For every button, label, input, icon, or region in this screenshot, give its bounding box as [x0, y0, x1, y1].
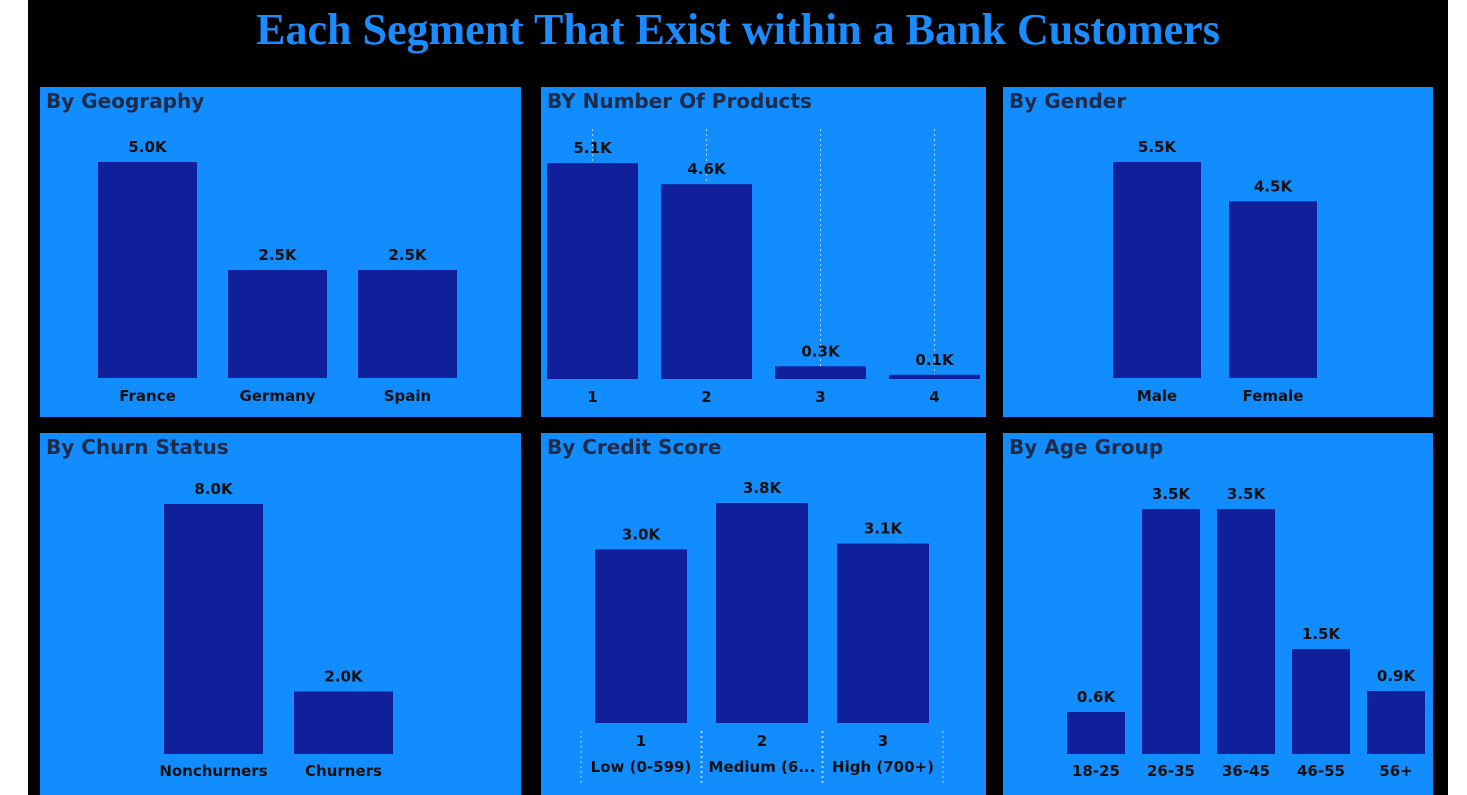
category-label: Male: [1137, 387, 1177, 405]
category-label: France: [119, 387, 176, 405]
category-label: Germany: [239, 387, 315, 405]
data-label: 2.5K: [258, 246, 298, 264]
category-label: 26-35: [1147, 762, 1195, 780]
bar-36-45[interactable]: [1217, 509, 1275, 754]
bar-1[interactable]: [595, 549, 687, 723]
bar-2[interactable]: [716, 503, 808, 723]
page-title: Each Segment That Exist within a Bank Cu…: [256, 5, 1220, 54]
data-label: 3.0K: [622, 525, 662, 543]
category-label: 2: [701, 388, 711, 406]
panel-by-credit-score[interactable]: 3.0K 1 Low (0-599) 3.8K 2 Medium (6... 3.1K 3 Hi…: [541, 433, 986, 795]
category-label: Spain: [384, 387, 431, 405]
panel-by-number-of-products[interactable]: 5.1K 1 4.6K 2 0.3K 3 0.1K 4 BY Number Of Produc…: [541, 87, 986, 417]
category-label: 18-25: [1072, 762, 1120, 780]
data-label: 8.0K: [194, 480, 234, 498]
bar-18-25[interactable]: [1067, 712, 1125, 754]
category-label: Nonchurners: [159, 762, 267, 780]
panel-title: By Gender: [1009, 89, 1127, 113]
data-label: 5.5K: [1138, 138, 1178, 156]
data-label: 0.1K: [915, 351, 955, 369]
category-label: 56+: [1379, 762, 1412, 780]
sub-category-label: Medium (6...: [709, 758, 816, 776]
data-label: 3.8K: [743, 479, 783, 497]
category-label: 3: [878, 732, 888, 750]
category-label: Female: [1243, 387, 1304, 405]
panel-title: By Churn Status: [46, 435, 229, 459]
panel-by-gender[interactable]: 5.5K Male 4.5K Female By Gender: [1003, 87, 1433, 417]
sub-category-label: Low (0-599): [591, 758, 692, 776]
bar-churners[interactable]: [294, 691, 393, 755]
category-label: 3: [815, 388, 825, 406]
gender-chart: 5.5K Male 4.5K Female: [1113, 138, 1317, 405]
data-label: 5.1K: [573, 139, 613, 157]
bar-female[interactable]: [1229, 201, 1317, 378]
panel-title: By Age Group: [1009, 435, 1164, 459]
category-label: 4: [929, 388, 939, 406]
data-label: 0.6K: [1077, 688, 1117, 706]
data-label: 3.5K: [1227, 485, 1267, 503]
data-label: 5.0K: [128, 138, 168, 156]
data-label: 0.3K: [801, 342, 841, 360]
bar-male[interactable]: [1113, 162, 1201, 378]
data-label: 1.5K: [1302, 625, 1342, 643]
data-label: 3.5K: [1152, 485, 1192, 503]
window-edge: [1448, 0, 1467, 795]
bar-2[interactable]: [661, 184, 752, 379]
panel-title: BY Number Of Products: [547, 89, 812, 113]
data-label: 4.6K: [687, 160, 727, 178]
bar-3[interactable]: [775, 366, 866, 379]
category-label: Churners: [305, 762, 382, 780]
bar-1[interactable]: [547, 163, 638, 379]
panel-by-geography[interactable]: 5.0K France 2.5K Germany 2.5K Spain By Geogra…: [40, 87, 521, 417]
category-label: 1: [587, 388, 597, 406]
dashboard-canvas: Each Segment That Exist within a Bank Cu…: [28, 0, 1448, 795]
data-label: 3.1K: [864, 520, 904, 538]
data-label: 0.9K: [1377, 667, 1417, 685]
bar-56-[interactable]: [1367, 691, 1425, 754]
credit-chart: 3.0K 1 Low (0-599) 3.8K 2 Medium (6... 3.1K 3 Hi…: [580, 479, 944, 785]
panel-by-age-group[interactable]: 0.6K 18-25 3.5K 26-35 3.5K 36-45 1.5K 46-55 0.9K…: [1003, 433, 1433, 795]
data-label: 4.5K: [1254, 177, 1294, 195]
panel-by-churn-status[interactable]: 8.0K Nonchurners 2.0K Churners By Churn Sta…: [40, 433, 521, 795]
bar-spain[interactable]: [358, 270, 457, 378]
bar-46-55[interactable]: [1292, 649, 1350, 754]
bar-4[interactable]: [889, 374, 980, 379]
panel-title: By Geography: [46, 89, 205, 113]
age-chart: 0.6K 18-25 3.5K 26-35 3.5K 36-45 1.5K 46-55 0.9K…: [1067, 485, 1425, 780]
category-label: 46-55: [1297, 762, 1345, 780]
geography-chart: 5.0K France 2.5K Germany 2.5K Spain: [98, 138, 457, 405]
sub-category-label: High (700+): [832, 758, 934, 776]
bar-france[interactable]: [98, 162, 197, 378]
panel-title: By Credit Score: [547, 435, 722, 459]
category-label: 1: [636, 732, 646, 750]
data-label: 2.0K: [324, 668, 364, 686]
category-label: 2: [757, 732, 767, 750]
products-chart: 5.1K 1 4.6K 2 0.3K 3 0.1K 4: [547, 129, 980, 406]
bar-nonchurners[interactable]: [164, 504, 263, 754]
data-label: 2.5K: [388, 246, 428, 264]
bar-26-35[interactable]: [1142, 509, 1200, 754]
bar-3[interactable]: [837, 543, 929, 723]
category-label: 36-45: [1222, 762, 1270, 780]
bar-germany[interactable]: [228, 270, 327, 378]
churn-chart: 8.0K Nonchurners 2.0K Churners: [159, 480, 393, 780]
